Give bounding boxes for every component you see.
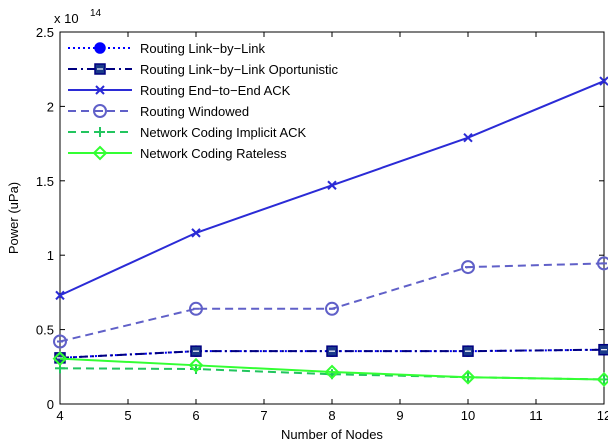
series-3-marker-0 (53, 334, 67, 349)
series-2-marker-4-b (599, 76, 608, 86)
x-tick-label: 4 (56, 408, 63, 423)
series-3-marker-3 (461, 260, 475, 275)
legend-label-2: Routing End−to−End ACK (140, 83, 291, 98)
x-tick-label: 10 (461, 408, 475, 423)
legend-label-5: Network Coding Rateless (140, 146, 287, 161)
legend-label-4: Network Coding Implicit ACK (140, 125, 306, 140)
series-2-marker-2-b (327, 180, 337, 190)
series-5-marker-2 (324, 364, 340, 380)
legend-marker-0 (94, 42, 106, 54)
series-2-marker-0-b (55, 290, 65, 301)
y-tick-label: 0.5 (36, 323, 54, 338)
y-tick-label: 1.5 (36, 174, 54, 189)
y-tick-label: 2 (47, 99, 54, 114)
series-line-5 (59, 357, 605, 381)
series-5-marker-0 (52, 351, 68, 367)
y-tick-label: 1 (47, 248, 54, 263)
legend-marker-2-b (95, 85, 105, 95)
y-exponent-power: 14 (90, 8, 102, 19)
y-axis-label: Power (uPa) (6, 182, 21, 254)
legend-label-3: Routing Windowed (140, 104, 249, 119)
series-3-marker-2 (325, 301, 339, 316)
legend-label-0: Routing Link−by−Link (140, 41, 266, 56)
series-5-marker-1 (188, 357, 204, 373)
x-tick-label: 7 (260, 408, 267, 423)
series-3-marker-1 (189, 301, 203, 316)
x-tick-label: 6 (192, 408, 199, 423)
plot-area (59, 31, 605, 405)
x-tick-label: 5 (124, 408, 131, 423)
series-2-marker-3-b (463, 132, 473, 143)
x-tick-label: 12 (597, 408, 608, 423)
legend-marker-5 (92, 145, 108, 161)
x-tick-label: 8 (328, 408, 335, 423)
x-axis-label: Number of Nodes (281, 427, 383, 442)
series-5-marker-3 (460, 369, 476, 385)
legend-marker-3 (93, 104, 107, 118)
series-3-marker-4 (597, 256, 608, 271)
x-tick-label: 9 (396, 408, 403, 423)
y-tick-label: 0 (47, 397, 54, 412)
y-exponent-label: x 10 (54, 11, 79, 26)
legend-label-1: Routing Link−by−Link Oportunistic (140, 62, 339, 77)
x-tick-label: 11 (529, 408, 543, 423)
series-5-marker-4 (596, 372, 608, 387)
series-2-marker-1-b (191, 228, 201, 238)
y-tick-label: 2.5 (36, 25, 54, 40)
